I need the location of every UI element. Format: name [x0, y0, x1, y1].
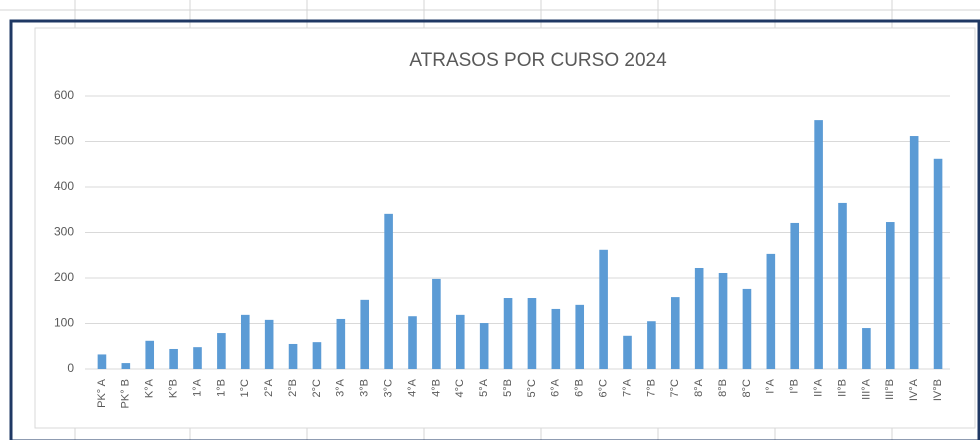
bar: [838, 202, 847, 369]
x-tick-label: 3°B: [359, 379, 371, 397]
bar: [790, 222, 800, 369]
x-tick-label: 4°C: [454, 379, 466, 398]
y-tick-label: 300: [54, 225, 74, 239]
bar: [670, 297, 680, 369]
y-tick-label: 200: [54, 270, 74, 284]
bar: [455, 314, 465, 369]
x-tick-label: 3°A: [335, 378, 347, 397]
bar: [814, 120, 823, 370]
x-tick-label: 5°C: [526, 379, 538, 398]
bar: [240, 314, 250, 369]
bar: [97, 354, 107, 369]
y-tick-label: 100: [54, 316, 74, 330]
x-tick-label: 8°C: [741, 379, 753, 398]
x-tick-label: K°B: [168, 379, 180, 398]
x-tick-label: 6°A: [550, 378, 562, 397]
x-tick-label: 5°A: [478, 378, 490, 397]
y-tick-label: 400: [54, 179, 74, 193]
x-tick-label: IV°A: [908, 378, 920, 401]
x-tick-label: 4°B: [430, 379, 442, 397]
y-tick-label: 500: [54, 134, 74, 148]
selection-frame: [9, 19, 980, 440]
bar: [766, 253, 776, 369]
x-tick-label: III°A: [860, 378, 872, 400]
x-tick-label: 6°B: [574, 379, 586, 397]
bar: [885, 222, 895, 369]
x-tick-label: 7°C: [669, 379, 681, 398]
bar: [384, 213, 393, 369]
bar: [360, 299, 370, 369]
plot-area: 0 100 200 300 400 500 600 PK° A PK° B K°A K°B 1°A 1°…: [54, 88, 950, 408]
x-tick-label: 1°B: [215, 379, 227, 397]
bar: [264, 319, 274, 369]
x-tick-label: PK° B: [120, 379, 132, 408]
bar: [312, 342, 322, 369]
bar: [933, 158, 943, 369]
bar: [599, 249, 608, 369]
bar: [742, 288, 752, 369]
x-tick-label: I°A: [765, 378, 777, 393]
bar: [718, 272, 728, 369]
x-tick-label: 2°B: [287, 379, 299, 397]
x-tick-label: 8°A: [693, 378, 705, 397]
bar: [551, 308, 561, 369]
x-tick-label: 6°C: [598, 379, 610, 398]
x-tick-label: III°B: [884, 379, 896, 400]
bar: [479, 323, 489, 369]
bar: [575, 304, 585, 369]
x-tick-label: I°B: [789, 379, 801, 394]
x-tick-label: 3°C: [383, 379, 395, 398]
bar: [217, 333, 226, 369]
y-tick-label: 0: [67, 361, 74, 375]
bar: [288, 343, 298, 369]
bar: [862, 328, 871, 369]
bar: [503, 298, 513, 369]
x-tick-label: II°B: [836, 379, 848, 397]
x-tick-label: 7°A: [621, 378, 633, 397]
bar: [169, 348, 178, 369]
bar: [527, 298, 537, 369]
x-tick-label: K°A: [144, 378, 156, 398]
bar: [336, 318, 346, 369]
bar: [647, 321, 656, 369]
bar: [694, 267, 704, 369]
bar: [408, 316, 417, 369]
x-tick-label: 1°C: [239, 379, 251, 398]
x-tick-label: IV°B: [932, 379, 944, 401]
x-tick-label: 2°C: [311, 379, 323, 398]
bar: [193, 347, 202, 369]
chart-title: ATRASOS POR CURSO 2024: [409, 50, 667, 71]
x-tick-label: 4°A: [406, 378, 418, 397]
x-tick-label: 8°B: [717, 379, 729, 397]
bar: [909, 136, 919, 369]
y-tick-label: 600: [54, 88, 74, 102]
x-tick-label: II°A: [813, 378, 825, 397]
x-tick-label: PK° A: [96, 378, 108, 408]
x-tick-label: 1°A: [191, 378, 203, 397]
bar: [145, 340, 155, 369]
bar: [623, 335, 632, 369]
x-tick-label: 2°A: [263, 378, 275, 397]
x-tick-label: 5°B: [502, 379, 514, 397]
x-tick-label: 7°B: [645, 379, 657, 397]
bar: [432, 278, 441, 369]
bar: [121, 363, 131, 369]
